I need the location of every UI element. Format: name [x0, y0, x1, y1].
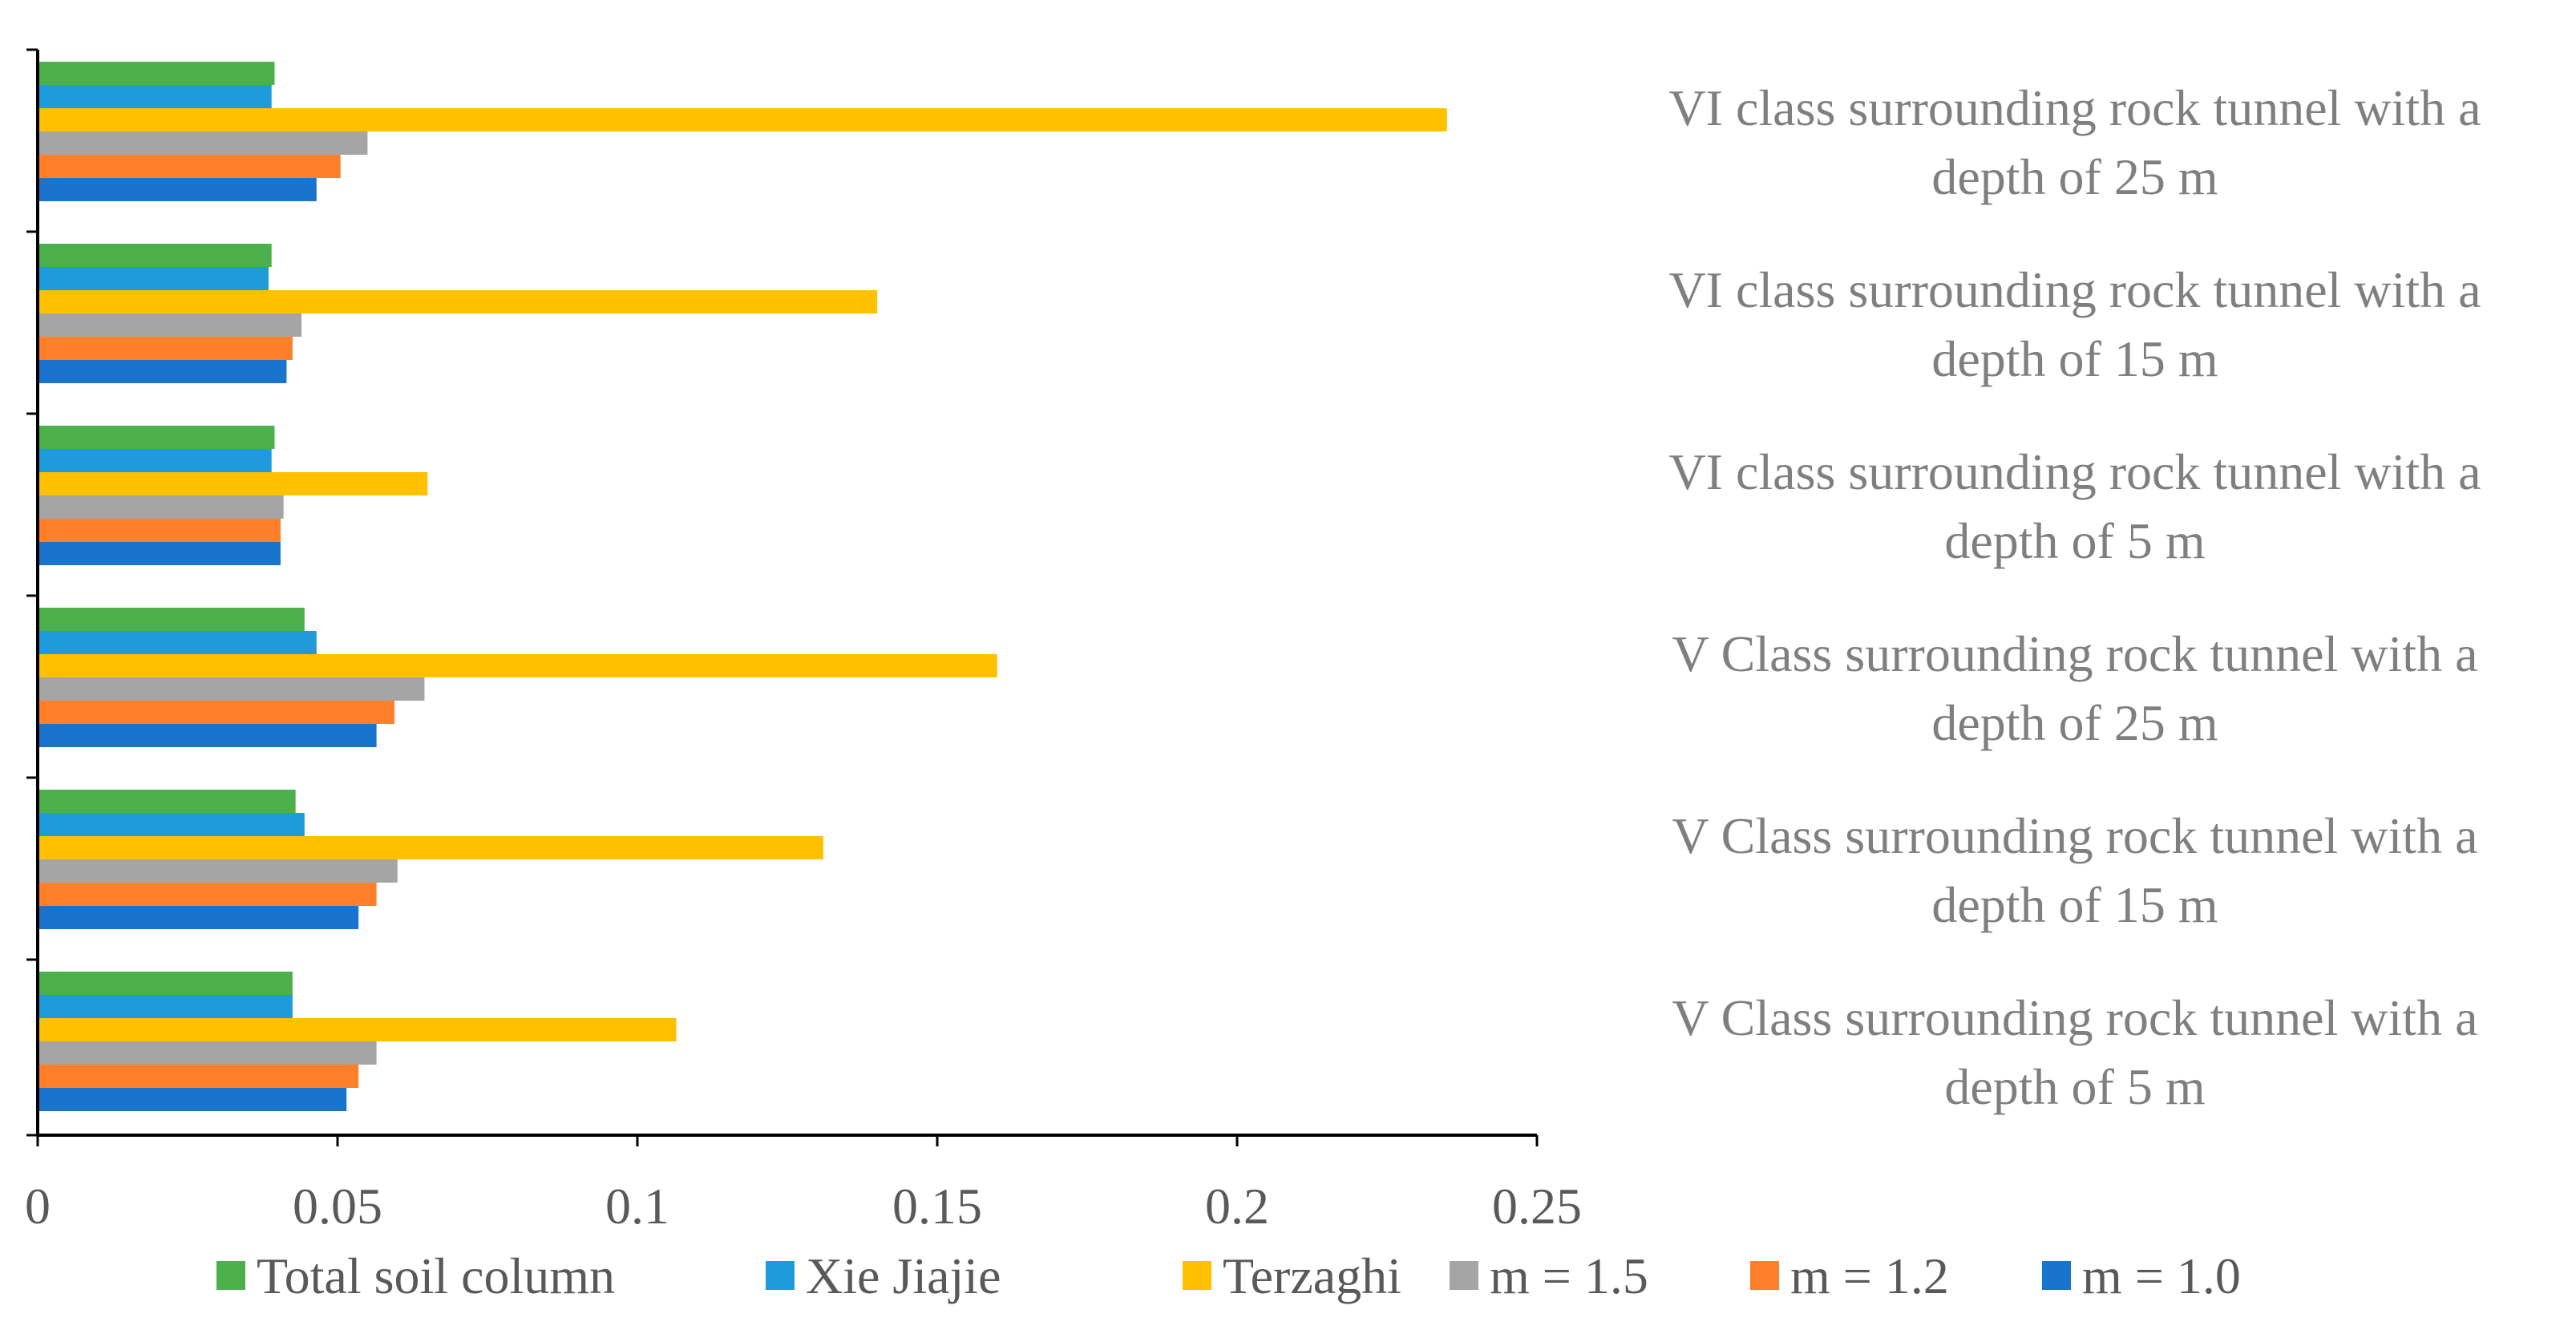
axes-layer: 0 0.05 0.1 0.15 0.2 0.25 — [25, 48, 1582, 1235]
category-labels: VI class surrounding rock tunnel with a d… — [1668, 79, 2481, 1115]
legend-swatch-xie-jiajie — [766, 1261, 795, 1290]
bar-xie-jiajie-cat-5 — [38, 995, 293, 1018]
legend-swatch-m-1-5 — [1450, 1261, 1478, 1290]
legend: Total soil column Xie Jiajie Terzaghi m = 1… — [216, 1247, 2241, 1304]
bar-m-1-2-cat-3 — [38, 701, 395, 724]
legend-swatch-m-1-0 — [2042, 1261, 2071, 1290]
bar-terzaghi-cat-0 — [38, 108, 1447, 131]
bar-xie-jiajie-cat-3 — [38, 631, 317, 654]
legend-swatch-m-1-2 — [1750, 1261, 1779, 1290]
bar-m-1-0-cat-5 — [38, 1088, 347, 1111]
bar-m-1-0-cat-0 — [38, 178, 317, 201]
bar-total-soil-column-cat-0 — [38, 62, 275, 85]
category-label-0-line-1: VI class surrounding rock tunnel with a — [1668, 79, 2481, 136]
bar-m-1-5-cat-2 — [38, 495, 284, 519]
legend-label-xie-jiajie: Xie Jiajie — [806, 1247, 1001, 1304]
bar-total-soil-column-cat-5 — [38, 972, 293, 995]
bar-m-1-2-cat-4 — [38, 883, 377, 906]
bar-xie-jiajie-cat-1 — [38, 267, 269, 290]
bar-xie-jiajie-cat-0 — [38, 85, 272, 108]
category-label-3-line-1: V Class surrounding rock tunnel with a — [1672, 625, 2478, 682]
x-tick-label-5: 0.25 — [1492, 1178, 1582, 1235]
bar-m-1-2-cat-0 — [38, 155, 341, 178]
bar-xie-jiajie-cat-4 — [38, 813, 305, 836]
bar-terzaghi-cat-5 — [38, 1018, 677, 1041]
category-label-5-line-1: V Class surrounding rock tunnel with a — [1672, 989, 2478, 1046]
category-label-4-line-1: V Class surrounding rock tunnel with a — [1672, 807, 2478, 864]
category-label-3-line-2: depth of 25 m — [1931, 694, 2218, 751]
bar-terzaghi-cat-2 — [38, 472, 428, 495]
bar-m-1-0-cat-3 — [38, 724, 377, 747]
bar-m-1-5-cat-0 — [38, 131, 368, 155]
bar-xie-jiajie-cat-2 — [38, 449, 272, 472]
bar-m-1-0-cat-4 — [38, 906, 359, 929]
legend-label-m-1-5: m = 1.5 — [1490, 1247, 1648, 1304]
bar-total-soil-column-cat-3 — [38, 608, 305, 631]
category-label-4-line-2: depth of 15 m — [1931, 876, 2218, 933]
category-label-1-line-1: VI class surrounding rock tunnel with a — [1668, 261, 2481, 318]
category-label-2-line-2: depth of 5 m — [1944, 512, 2205, 569]
category-label-1-line-2: depth of 15 m — [1931, 330, 2218, 387]
bar-terzaghi-cat-1 — [38, 290, 878, 313]
bar-m-1-5-cat-1 — [38, 313, 302, 337]
legend-label-total-soil-column: Total soil column — [257, 1247, 615, 1304]
legend-swatch-terzaghi — [1183, 1261, 1211, 1290]
legend-label-m-1-0: m = 1.0 — [2082, 1247, 2241, 1304]
x-tick-label-2: 0.1 — [605, 1178, 669, 1235]
x-tick-label-1: 0.05 — [293, 1178, 382, 1235]
legend-label-terzaghi: Terzaghi — [1223, 1247, 1401, 1304]
legend-label-m-1-2: m = 1.2 — [1790, 1247, 1949, 1304]
bar-m-1-2-cat-1 — [38, 337, 293, 360]
bars-layer — [38, 62, 1447, 1111]
bar-total-soil-column-cat-1 — [38, 244, 272, 267]
bar-m-1-2-cat-5 — [38, 1065, 359, 1088]
bar-m-1-5-cat-3 — [38, 677, 425, 701]
bar-terzaghi-cat-4 — [38, 836, 823, 859]
bar-m-1-5-cat-4 — [38, 859, 398, 883]
bar-m-1-0-cat-1 — [38, 360, 287, 383]
bar-total-soil-column-cat-4 — [38, 790, 296, 813]
bar-m-1-5-cat-5 — [38, 1041, 377, 1065]
x-tick-label-4: 0.2 — [1205, 1178, 1269, 1235]
bar-m-1-2-cat-2 — [38, 519, 281, 542]
legend-swatch-total-soil-column — [216, 1261, 245, 1290]
bar-total-soil-column-cat-2 — [38, 426, 275, 449]
category-label-2-line-1: VI class surrounding rock tunnel with a — [1668, 443, 2481, 500]
bar-m-1-0-cat-2 — [38, 542, 281, 565]
category-label-0-line-2: depth of 25 m — [1931, 148, 2218, 205]
bar-terzaghi-cat-3 — [38, 654, 997, 677]
x-tick-label-0: 0 — [25, 1178, 51, 1235]
x-tick-label-3: 0.15 — [892, 1178, 982, 1235]
category-label-5-line-2: depth of 5 m — [1944, 1058, 2205, 1115]
